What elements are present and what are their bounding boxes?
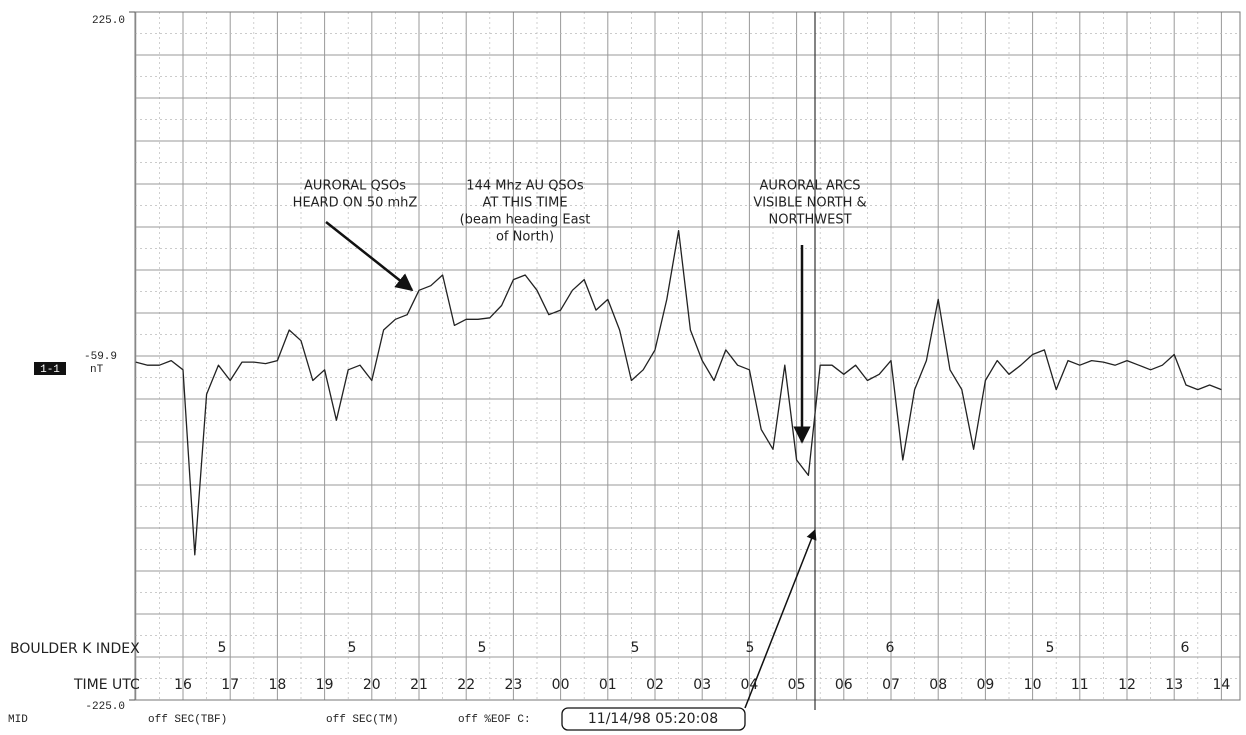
x-tick-label: 09 xyxy=(976,677,994,693)
status-item: off SEC(TBF) xyxy=(148,714,227,726)
y-tick-label: -225.0 xyxy=(85,701,125,713)
x-tick-label: 10 xyxy=(1024,677,1042,693)
unit-label: nT xyxy=(90,364,104,376)
annotation-text: HEARD ON 50 mhZ xyxy=(293,196,418,211)
x-tick-label: 16 xyxy=(174,677,192,693)
annotation-text: of North) xyxy=(496,230,554,245)
status-item: off SEC(TM) xyxy=(326,714,399,726)
status-item: MID xyxy=(8,714,28,726)
x-tick-label: 05 xyxy=(788,677,806,693)
x-tick-label: 01 xyxy=(599,677,617,693)
x-tick-label: 06 xyxy=(835,677,853,693)
trace-layer xyxy=(135,229,1222,556)
x-tick-label: 11 xyxy=(1071,677,1089,693)
k-index-value: 5 xyxy=(218,640,227,656)
k-index-value: 5 xyxy=(1046,640,1055,656)
x-tick-label: 18 xyxy=(268,677,286,693)
status-bar: MID off SEC(TBF) off SEC(TM) off %EOF C: xyxy=(8,714,531,726)
x-tick-label: 03 xyxy=(693,677,711,693)
data-line xyxy=(135,229,1222,556)
annotations: AURORAL QSOs HEARD ON 50 mhZ 144 Mhz AU QS… xyxy=(293,179,867,245)
k-index-value: 5 xyxy=(746,640,755,656)
x-tick-label: 08 xyxy=(929,677,947,693)
x-tick-label: 12 xyxy=(1118,677,1136,693)
plot-frame xyxy=(134,11,1241,701)
x-tick-label: 07 xyxy=(882,677,900,693)
k-index-value: 6 xyxy=(886,640,895,656)
annotation-arrow xyxy=(744,529,817,709)
annotation-text: AURORAL QSOs xyxy=(304,179,406,194)
annotation-text: (beam heading East xyxy=(460,213,591,228)
annotation-text: AT THIS TIME xyxy=(482,196,567,211)
x-tick-label: 02 xyxy=(646,677,664,693)
x-tick-label: 14 xyxy=(1212,677,1230,693)
x-axis-label: TIME UTC xyxy=(73,677,140,693)
timestamp-box xyxy=(561,707,746,731)
cursor-time: 11/14/98 05:20:08 xyxy=(588,711,718,727)
y-tick-label: 225.0 xyxy=(92,15,125,27)
annotation-text: 144 Mhz AU QSOs xyxy=(466,179,584,194)
k-index-label: BOULDER K INDEX xyxy=(10,641,140,657)
annotation-text: VISIBLE NORTH & xyxy=(753,196,866,211)
annotation-text: AURORAL ARCS xyxy=(759,179,860,194)
channel-label: 1-1 xyxy=(40,364,60,376)
x-tick-label: 13 xyxy=(1165,677,1183,693)
grid xyxy=(135,11,1240,701)
x-tick-label: 23 xyxy=(504,677,522,693)
k-index-value: 5 xyxy=(478,640,487,656)
x-tick-label: 22 xyxy=(457,677,475,693)
x-tick-label: 17 xyxy=(221,677,239,693)
x-tick-label: 20 xyxy=(363,677,381,693)
x-tick-label: 04 xyxy=(740,677,758,693)
x-tick-label: 21 xyxy=(410,677,428,693)
baseline-label: -59.9 xyxy=(84,351,117,363)
channel-box xyxy=(34,362,66,375)
status-item: off %EOF C: xyxy=(458,714,531,726)
x-tick-label: 00 xyxy=(552,677,570,693)
annotation-arrow xyxy=(325,221,414,292)
x-tick-label: 19 xyxy=(316,677,334,693)
annotation-text: NORTHWEST xyxy=(768,213,851,228)
k-index-value: 5 xyxy=(348,640,357,656)
k-index-value: 6 xyxy=(1181,640,1190,656)
k-index-value: 5 xyxy=(631,640,640,656)
